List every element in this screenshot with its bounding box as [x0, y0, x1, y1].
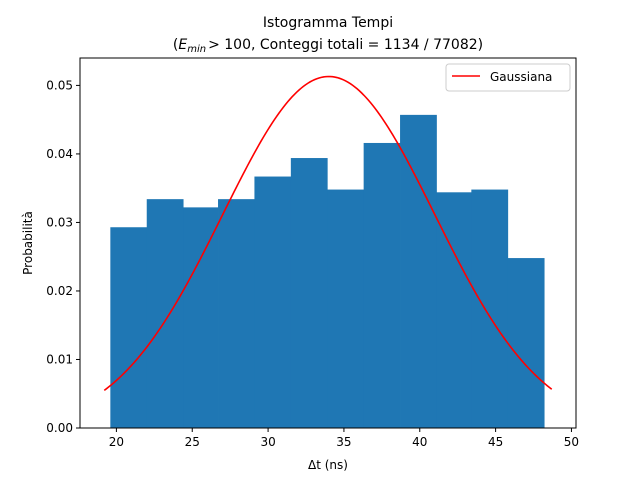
x-tick-label: 45 [488, 435, 503, 449]
legend: Gaussiana [445, 63, 571, 92]
x-tick-label: 50 [564, 435, 579, 449]
gaussian-curve [103, 75, 553, 392]
x-tick-label: 30 [260, 435, 275, 449]
chart-title: Istogramma Tempi [263, 15, 393, 31]
y-tick-label: 0.04 [46, 147, 73, 161]
y-axis-ticks: 0.00 0.01 0.02 0.03 0.04 0.05 [46, 78, 80, 435]
y-tick-label: 0.00 [46, 421, 73, 435]
histogram-bar [110, 227, 148, 428]
histogram-bar [254, 176, 292, 428]
histogram-bar [436, 192, 472, 428]
y-tick-label: 0.01 [46, 352, 73, 366]
y-axis-label: Probabilità [21, 211, 35, 275]
x-tick-label: 20 [109, 435, 124, 449]
histogram-bar [183, 207, 219, 428]
x-tick-label: 25 [185, 435, 200, 449]
x-axis-ticks: 20 25 30 35 40 45 50 [109, 428, 579, 449]
histogram-bar [471, 189, 509, 428]
histogram-bar [146, 199, 184, 428]
histogram-bar [363, 142, 401, 428]
chart-subtitle: (Emin > 100, Conteggi totali = 1134 / 770… [173, 37, 483, 55]
y-tick-label: 0.03 [46, 215, 73, 229]
histogram-bar [290, 158, 328, 429]
y-tick-label: 0.02 [46, 284, 73, 298]
histogram-bar [507, 258, 545, 428]
histogram-bar [400, 114, 437, 429]
x-axis-label: Δt (ns) [308, 458, 348, 472]
histogram-bar [218, 199, 255, 428]
histogram-bar [327, 189, 365, 428]
x-tick-label: 35 [336, 435, 351, 449]
legend-label-gaussiana: Gaussiana [490, 70, 552, 84]
x-tick-label: 40 [412, 435, 427, 449]
y-tick-label: 0.05 [46, 78, 73, 92]
plot-frame [79, 57, 577, 429]
histogram-bars [110, 114, 545, 429]
legend-box [445, 63, 571, 92]
